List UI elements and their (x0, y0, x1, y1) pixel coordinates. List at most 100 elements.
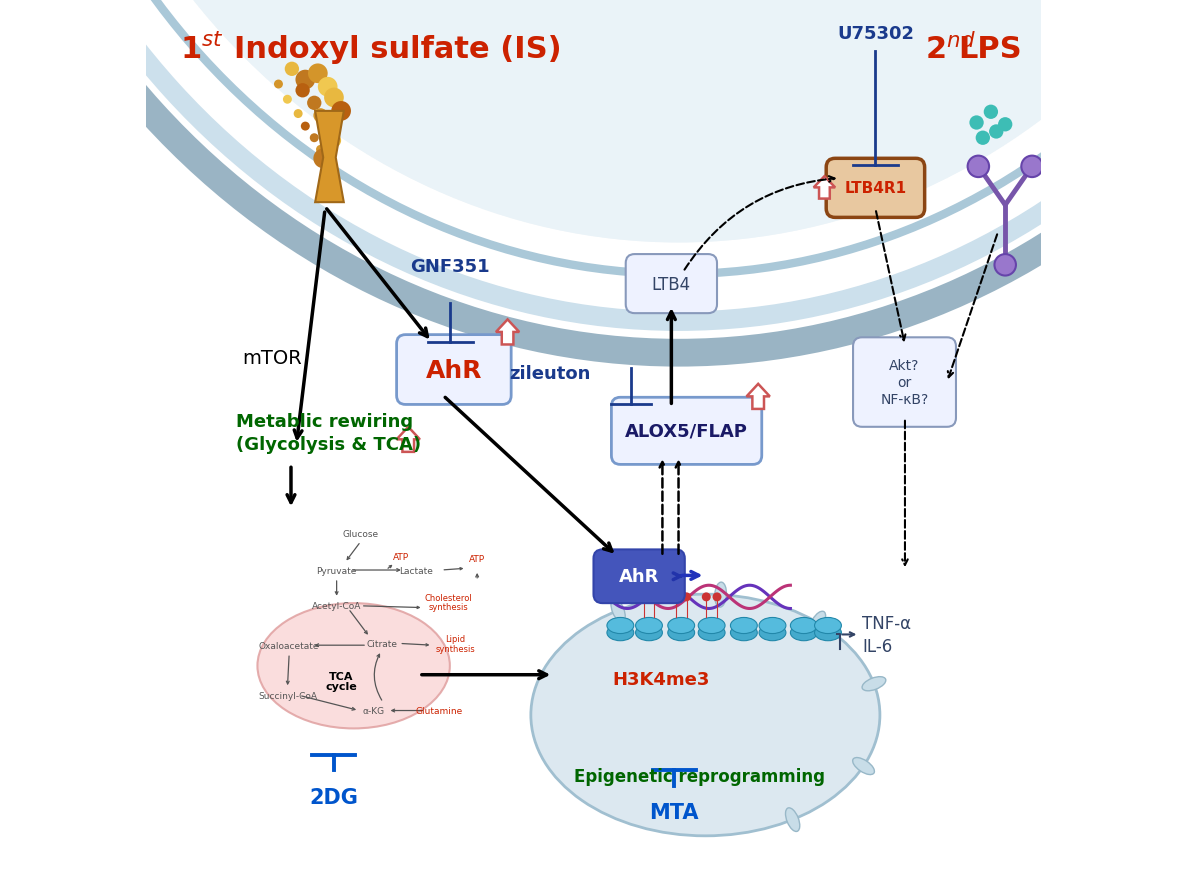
Text: Lactate: Lactate (399, 566, 433, 575)
Circle shape (296, 84, 310, 98)
Ellipse shape (258, 603, 450, 729)
Circle shape (976, 131, 990, 146)
Text: LTB4R1: LTB4R1 (844, 181, 907, 196)
Circle shape (984, 105, 998, 120)
PathPatch shape (316, 112, 344, 203)
Text: AhR: AhR (618, 568, 659, 586)
Circle shape (650, 593, 659, 602)
Ellipse shape (698, 618, 725, 634)
Circle shape (995, 255, 1016, 276)
Text: (Glycolysis & TCA): (Glycolysis & TCA) (235, 435, 420, 453)
Text: Metablic rewiring: Metablic rewiring (235, 413, 413, 431)
Circle shape (702, 593, 711, 602)
Ellipse shape (635, 618, 662, 634)
Text: Oxaloacetate: Oxaloacetate (259, 641, 319, 650)
Ellipse shape (607, 625, 634, 641)
Ellipse shape (758, 618, 786, 634)
Text: Glucose: Glucose (343, 529, 379, 538)
Polygon shape (813, 177, 836, 199)
FancyBboxPatch shape (853, 338, 956, 427)
Circle shape (324, 89, 344, 108)
Circle shape (318, 78, 337, 97)
Ellipse shape (852, 758, 875, 775)
Text: 1$^{st}$: 1$^{st}$ (180, 34, 223, 64)
Circle shape (672, 593, 680, 602)
Circle shape (316, 146, 325, 155)
Circle shape (712, 593, 722, 602)
FancyBboxPatch shape (626, 255, 717, 314)
Text: Acetyl-CoA: Acetyl-CoA (312, 602, 361, 611)
Ellipse shape (531, 595, 880, 836)
Circle shape (1021, 156, 1043, 178)
Circle shape (313, 149, 334, 169)
Circle shape (998, 118, 1013, 132)
FancyBboxPatch shape (611, 398, 762, 465)
Polygon shape (747, 384, 770, 409)
Ellipse shape (730, 625, 757, 641)
Text: H3K4me3: H3K4me3 (612, 670, 710, 688)
Text: MTA: MTA (649, 802, 699, 822)
Circle shape (989, 125, 1003, 139)
Text: AhR: AhR (426, 358, 482, 382)
Circle shape (307, 97, 322, 111)
Text: Glutamine: Glutamine (415, 706, 463, 715)
Ellipse shape (791, 618, 818, 634)
Ellipse shape (791, 625, 818, 641)
Text: U75302: U75302 (837, 25, 914, 43)
FancyBboxPatch shape (594, 550, 685, 603)
Ellipse shape (611, 599, 626, 622)
Ellipse shape (698, 625, 725, 641)
FancyBboxPatch shape (826, 159, 925, 218)
Text: LTB4: LTB4 (652, 275, 691, 293)
Ellipse shape (668, 618, 694, 634)
Circle shape (320, 121, 335, 135)
Text: Lipid
synthesis: Lipid synthesis (436, 634, 476, 653)
Circle shape (300, 122, 310, 131)
Circle shape (307, 64, 328, 84)
Ellipse shape (814, 625, 842, 641)
Text: α-KG: α-KG (362, 706, 385, 715)
Circle shape (313, 109, 328, 123)
Circle shape (331, 102, 351, 122)
Ellipse shape (810, 611, 826, 634)
Polygon shape (496, 320, 519, 345)
Text: TCA
cycle: TCA cycle (325, 670, 357, 692)
Text: ATP: ATP (469, 554, 485, 563)
Text: Pyruvate: Pyruvate (317, 566, 357, 575)
FancyBboxPatch shape (396, 335, 512, 405)
Text: ATP: ATP (393, 552, 410, 561)
Polygon shape (396, 427, 420, 452)
Ellipse shape (635, 625, 662, 641)
Circle shape (683, 593, 691, 602)
Text: 2DG: 2DG (310, 788, 358, 807)
Circle shape (274, 80, 283, 89)
Text: Cholesterol
synthesis: Cholesterol synthesis (425, 593, 472, 611)
Ellipse shape (786, 808, 800, 831)
Text: GNF351: GNF351 (411, 257, 490, 275)
Ellipse shape (668, 625, 694, 641)
Circle shape (970, 116, 984, 131)
Circle shape (296, 71, 316, 90)
Text: Akt?
or
NF-κB?: Akt? or NF-κB? (881, 358, 928, 407)
Circle shape (639, 593, 648, 602)
Ellipse shape (607, 618, 634, 634)
Circle shape (293, 110, 303, 119)
Text: ALOX5/FLAP: ALOX5/FLAP (626, 422, 748, 441)
Circle shape (285, 63, 299, 77)
Ellipse shape (758, 625, 786, 641)
Text: mTOR: mTOR (242, 348, 303, 367)
Text: Citrate: Citrate (367, 639, 398, 648)
Ellipse shape (730, 618, 757, 634)
Text: TNF-α
IL-6: TNF-α IL-6 (862, 614, 910, 655)
Text: Indoxyl sulfate (IS): Indoxyl sulfate (IS) (234, 35, 561, 63)
Circle shape (283, 96, 292, 105)
Text: 2$^{nd}$: 2$^{nd}$ (925, 33, 976, 65)
Ellipse shape (34, 0, 1187, 243)
Ellipse shape (715, 583, 726, 607)
Circle shape (967, 156, 989, 178)
Circle shape (326, 134, 341, 148)
Ellipse shape (862, 677, 886, 691)
Text: zileuton: zileuton (509, 365, 591, 383)
Ellipse shape (814, 618, 842, 634)
Circle shape (310, 134, 319, 143)
